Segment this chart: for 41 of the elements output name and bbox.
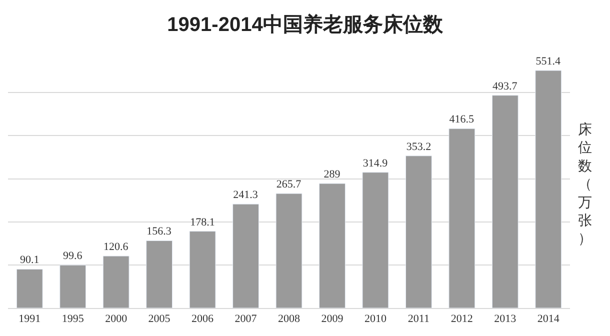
- x-tick-label: 2007: [234, 313, 258, 326]
- bar: [16, 268, 43, 308]
- chart-title: 1991-2014中国养老服务床位数: [167, 12, 444, 36]
- x-tick-label: 1991: [18, 313, 41, 326]
- data-label: 353.2: [406, 140, 432, 153]
- data-label: 265.7: [276, 178, 302, 191]
- x-tick-label: 1995: [62, 313, 84, 326]
- data-label: 99.6: [62, 250, 83, 262]
- x-tick-label: 2013: [494, 313, 517, 326]
- data-label: 156.3: [146, 226, 172, 238]
- bar: [232, 204, 259, 308]
- x-tick-label: 2000: [105, 313, 128, 326]
- data-label: 493.7: [492, 80, 518, 92]
- data-label: 178.1: [190, 216, 215, 228]
- data-label: 416.5: [449, 114, 475, 126]
- bar: [189, 231, 216, 308]
- y-axis-title: 床位数（万张）: [578, 121, 592, 246]
- bar: [60, 264, 86, 308]
- x-tick-label: 2014: [537, 313, 560, 326]
- bar: [362, 172, 389, 308]
- data-label: 289: [324, 168, 341, 181]
- x-tick-label: 2005: [148, 313, 171, 326]
- x-tick-label: 2008: [278, 313, 300, 326]
- x-tick-label: 2012: [450, 313, 473, 326]
- bar: [405, 156, 432, 308]
- data-label: 90.1: [20, 254, 40, 266]
- data-label: 314.9: [362, 157, 388, 170]
- bar: [448, 128, 476, 308]
- data-label: 120.6: [103, 241, 129, 254]
- bar: [492, 95, 518, 308]
- data-label: 551.4: [536, 56, 562, 68]
- bar: [319, 183, 346, 308]
- bar: [276, 193, 302, 308]
- x-tick-label: 2010: [364, 313, 387, 326]
- bar: [535, 70, 562, 308]
- bar: [102, 256, 130, 308]
- x-tick-label: 2009: [321, 313, 344, 326]
- data-label: 241.3: [233, 189, 258, 202]
- bar: [146, 240, 173, 308]
- x-tick-label: 2011: [408, 313, 430, 326]
- x-tick-label: 2006: [192, 313, 214, 326]
